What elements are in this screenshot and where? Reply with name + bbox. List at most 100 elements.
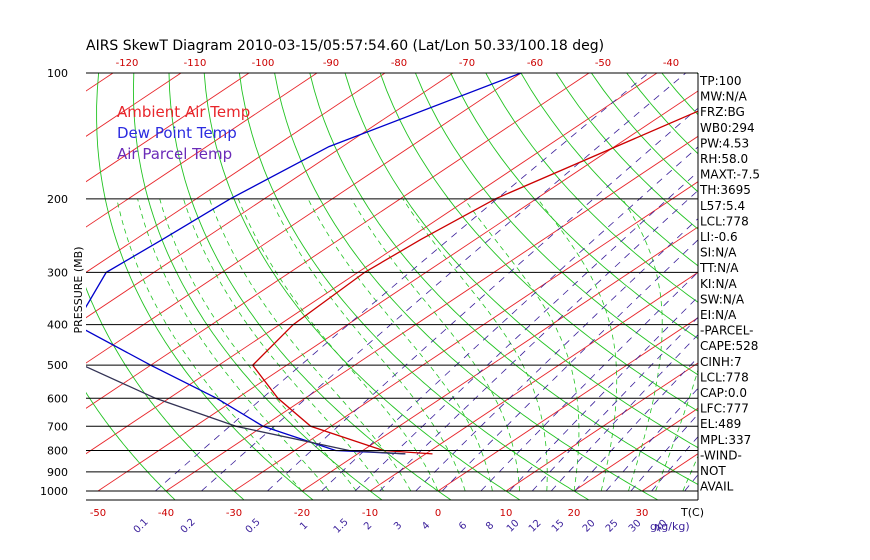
mixing-ratio-line [415, 218, 698, 492]
pressure-tick-label: 700 [47, 420, 68, 433]
top-temp-tick-label: -80 [391, 58, 407, 69]
top-temp-tick-label: -70 [459, 58, 475, 69]
dry-adiabat-line [379, 73, 698, 412]
dry-adiabat-line [414, 73, 698, 376]
mixing-ratio-line [550, 334, 698, 492]
legend-entry: Air Parcel Temp [117, 145, 232, 163]
index-item: EL:489 [700, 417, 741, 431]
bottom-temp-tick-label: 0 [435, 508, 441, 519]
index-item: AVAIL [700, 480, 734, 494]
pressure-tick-label: 100 [47, 67, 68, 80]
isotherm-line [86, 73, 658, 455]
mixing-ratio-label: 8 [484, 520, 496, 532]
moist-adiabat-line [682, 455, 698, 492]
mixing-ratio-label: 12 [527, 518, 544, 535]
mixing-ratio-line [630, 413, 698, 492]
legend-entry: Ambient Air Temp [117, 103, 250, 121]
pressure-tick-label: 200 [47, 193, 68, 206]
bottom-temp-tick-label: -50 [90, 508, 106, 519]
isotherm-line [86, 73, 318, 228]
mixing-ratio-label: 6 [457, 520, 469, 532]
index-item: KI:N/A [700, 277, 737, 291]
dry-adiabat-line [661, 73, 698, 116]
mixing-ratio-label: 10 [505, 518, 522, 535]
bottom-temp-tick-label: -10 [362, 508, 378, 519]
mixing-ratio-line [379, 189, 698, 492]
mixing-ratio-line [605, 387, 698, 492]
mixing-ratio-label: 25 [604, 518, 621, 535]
index-item: NOT [700, 464, 726, 478]
index-item: L57:5.4 [700, 199, 745, 213]
index-item: MPL:337 [700, 433, 751, 447]
index-item: LCL:778 [700, 370, 749, 384]
dry-adiabat-line [86, 286, 245, 500]
mixing-ratio-line [531, 316, 698, 492]
pressure-tick-label: 600 [47, 392, 68, 405]
dry-adiabat-line [168, 73, 452, 500]
index-item: LFC:777 [700, 402, 749, 416]
moist-adiabat-line [237, 198, 439, 492]
isotherm-line [369, 271, 698, 492]
index-item: CAPE:528 [700, 339, 758, 353]
bottom-temp-tick-label: 10 [500, 508, 513, 519]
mixing-ratio-line [651, 436, 698, 492]
mixing-ratio-line [354, 171, 698, 492]
index-item: PW:4.53 [700, 136, 749, 150]
mixing-ratio-label: 20 [581, 518, 598, 535]
mixing-ratio-label: 0.2 [179, 517, 198, 536]
mixing-ratio-label: 2 [362, 520, 374, 532]
index-item: -WIND- [700, 448, 742, 462]
moist-adiabat-line [622, 198, 663, 492]
isotherm-line [86, 73, 522, 364]
mixing-ratio-label: 4 [420, 520, 432, 532]
mixing-ratio-label: 1.5 [332, 517, 351, 536]
mixing-ratio-label: 0.5 [244, 517, 263, 536]
bottom-temp-tick-label: 30 [636, 508, 649, 519]
dry-adiabat-line [485, 73, 698, 303]
series-line [251, 110, 698, 455]
mixing-ratio-line [574, 356, 698, 492]
index-item: LCL:778 [700, 214, 749, 228]
pressure-tick-label: 500 [47, 359, 68, 372]
dry-adiabat-line [203, 73, 521, 500]
pressure-tick-label: 900 [47, 466, 68, 479]
index-item: EI:N/A [700, 308, 737, 322]
y-axis-label: PRESSURE (MB) [72, 247, 85, 334]
pressure-tick-label: 400 [47, 319, 68, 332]
bottom-temp-tick-label: 20 [568, 508, 581, 519]
isotherm-line [86, 73, 454, 319]
mixing-ratio-line [509, 296, 698, 492]
moist-adiabat-line [183, 198, 384, 492]
top-temp-tick-label: -60 [527, 58, 543, 69]
dry-adiabat-line [344, 73, 698, 449]
index-item: MAXT:-7.5 [700, 168, 760, 182]
moist-adiabat-line [655, 368, 698, 492]
mixing-ratio-line [480, 271, 698, 492]
index-item: MW:N/A [700, 90, 748, 104]
legend-entry: Dew Point Temp [117, 124, 237, 142]
mixing-ratio-line [267, 107, 698, 492]
top-temp-tick-label: -50 [595, 58, 611, 69]
mixing-ratio-label: 1 [298, 520, 310, 532]
isotherm-line [437, 317, 698, 492]
index-item: CAP:0.0 [700, 386, 747, 400]
index-item: SW:N/A [700, 292, 745, 306]
dry-adiabat-line [520, 73, 698, 267]
isotherm-line [778, 73, 870, 491]
isotherm-line [0, 73, 45, 491]
pressure-tick-label: 300 [47, 266, 68, 279]
isotherm-line [86, 73, 386, 273]
bottom-temp-tick-label: -20 [294, 508, 310, 519]
moist-adiabat-line [116, 198, 303, 492]
isotherm-line [97, 90, 698, 492]
chart-title: AIRS SkewT Diagram 2010-03-15/05:57:54.6… [86, 38, 604, 54]
index-item: FRZ:BG [700, 105, 745, 119]
moist-adiabat-line [159, 198, 357, 492]
series-line [86, 365, 406, 455]
mixing-ratio-label: 3 [392, 520, 404, 532]
isotherm-line [301, 226, 698, 492]
bottom-temp-tick-label: -40 [158, 508, 174, 519]
index-item: TT:N/A [699, 261, 739, 275]
isotherm-line [86, 73, 250, 183]
moist-adiabat-line [137, 198, 330, 492]
